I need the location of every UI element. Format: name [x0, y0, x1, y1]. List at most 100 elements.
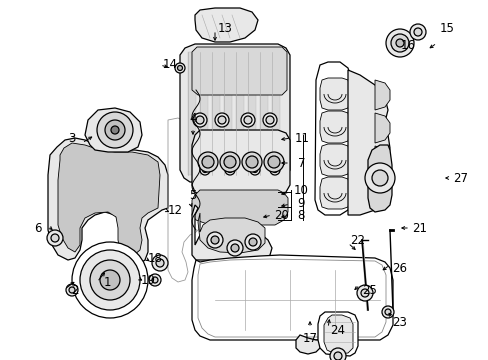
- Circle shape: [252, 167, 257, 172]
- Polygon shape: [200, 52, 207, 175]
- Text: 5: 5: [189, 189, 196, 202]
- Circle shape: [193, 113, 206, 127]
- Circle shape: [156, 259, 163, 267]
- Circle shape: [72, 242, 148, 318]
- Polygon shape: [85, 108, 142, 152]
- Circle shape: [264, 152, 284, 172]
- Circle shape: [384, 309, 390, 315]
- Polygon shape: [374, 113, 389, 143]
- Text: 16: 16: [400, 39, 415, 51]
- Text: 2: 2: [71, 284, 79, 297]
- Circle shape: [248, 238, 257, 246]
- Polygon shape: [195, 8, 258, 42]
- Circle shape: [90, 260, 130, 300]
- Polygon shape: [319, 78, 349, 110]
- Text: 12: 12: [167, 203, 182, 216]
- Polygon shape: [260, 52, 267, 175]
- Circle shape: [224, 156, 236, 168]
- Circle shape: [265, 116, 273, 124]
- Text: 4: 4: [189, 112, 196, 125]
- Polygon shape: [374, 80, 389, 110]
- Circle shape: [227, 167, 232, 172]
- Text: 19: 19: [140, 274, 155, 287]
- Polygon shape: [319, 144, 349, 176]
- Polygon shape: [58, 143, 160, 255]
- Circle shape: [381, 306, 393, 318]
- Text: 22: 22: [350, 234, 365, 247]
- Text: 27: 27: [452, 171, 468, 185]
- Polygon shape: [347, 70, 389, 215]
- Circle shape: [210, 236, 219, 244]
- Text: 11: 11: [294, 131, 309, 144]
- Circle shape: [244, 116, 251, 124]
- Circle shape: [230, 244, 239, 252]
- Polygon shape: [224, 52, 231, 175]
- Circle shape: [51, 234, 59, 242]
- Text: 25: 25: [362, 284, 377, 297]
- Circle shape: [413, 28, 421, 36]
- Circle shape: [200, 165, 209, 175]
- Circle shape: [177, 66, 182, 71]
- Polygon shape: [212, 52, 220, 175]
- Polygon shape: [192, 47, 286, 95]
- Text: 23: 23: [392, 315, 407, 328]
- Text: 3: 3: [68, 131, 76, 144]
- Circle shape: [80, 250, 140, 310]
- Circle shape: [244, 234, 261, 250]
- Circle shape: [360, 289, 368, 297]
- Circle shape: [390, 34, 408, 52]
- Circle shape: [409, 24, 425, 40]
- Circle shape: [267, 156, 280, 168]
- Circle shape: [364, 163, 394, 193]
- Circle shape: [66, 284, 78, 296]
- Text: 6: 6: [34, 221, 41, 234]
- Circle shape: [224, 165, 235, 175]
- Circle shape: [111, 126, 119, 134]
- Text: 20: 20: [274, 208, 289, 221]
- Circle shape: [371, 170, 387, 186]
- Polygon shape: [180, 44, 289, 182]
- Circle shape: [333, 352, 341, 360]
- Polygon shape: [319, 177, 349, 209]
- Circle shape: [395, 39, 403, 47]
- Circle shape: [215, 113, 228, 127]
- Text: 18: 18: [147, 252, 162, 265]
- Circle shape: [149, 274, 161, 286]
- Circle shape: [220, 152, 240, 172]
- Polygon shape: [317, 312, 357, 356]
- Circle shape: [175, 63, 184, 73]
- Text: 8: 8: [297, 208, 304, 221]
- Circle shape: [242, 152, 262, 172]
- Polygon shape: [367, 145, 391, 212]
- Circle shape: [272, 167, 277, 172]
- Polygon shape: [319, 111, 349, 143]
- Polygon shape: [247, 52, 256, 175]
- Circle shape: [269, 165, 280, 175]
- Polygon shape: [324, 315, 352, 354]
- Polygon shape: [48, 138, 168, 265]
- Text: 10: 10: [293, 184, 308, 197]
- Circle shape: [196, 116, 203, 124]
- Circle shape: [249, 165, 260, 175]
- Text: 26: 26: [392, 261, 407, 274]
- Circle shape: [198, 152, 218, 172]
- Circle shape: [356, 285, 372, 301]
- Circle shape: [245, 156, 258, 168]
- Text: 9: 9: [297, 197, 304, 210]
- Text: 7: 7: [298, 157, 305, 170]
- Text: 13: 13: [217, 22, 232, 35]
- Text: 21: 21: [412, 221, 427, 234]
- Polygon shape: [361, 240, 367, 310]
- Polygon shape: [374, 146, 389, 176]
- Circle shape: [329, 348, 346, 360]
- Polygon shape: [192, 205, 271, 260]
- Circle shape: [263, 113, 276, 127]
- Polygon shape: [187, 52, 196, 175]
- Circle shape: [226, 240, 243, 256]
- Polygon shape: [374, 179, 389, 209]
- Circle shape: [241, 113, 254, 127]
- Circle shape: [97, 112, 133, 148]
- Text: 15: 15: [439, 22, 453, 35]
- Circle shape: [100, 270, 120, 290]
- Text: 17: 17: [302, 332, 317, 345]
